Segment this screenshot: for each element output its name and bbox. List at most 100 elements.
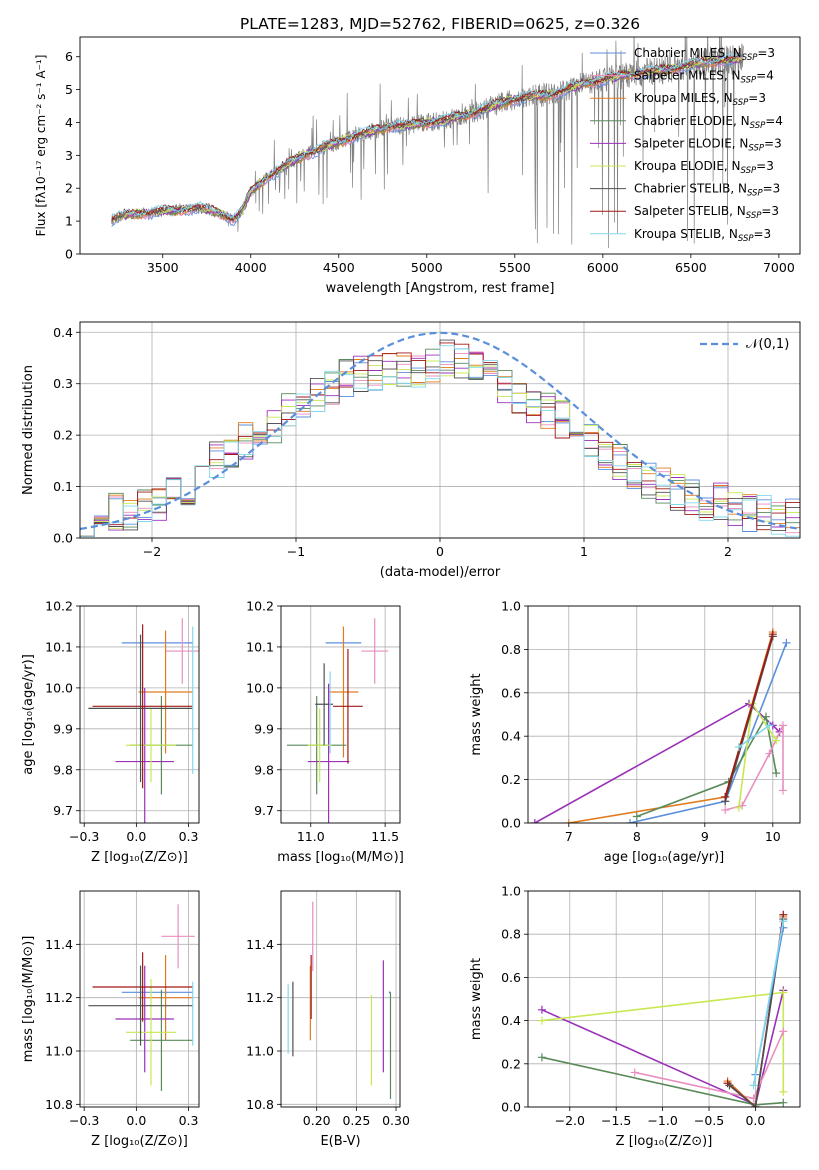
axes-spectrum: 3500 4000 4500 5000 5500 6000 6500 7000 0 1 2 3 4 5 6 w… [34,36,801,296]
x-axis-label: Z [log₁₀(Z/Z⊙)] [91,1134,188,1149]
axes-residuals: −2 −1 0 1 2 0.0 0.1 0.2 0.3 0.4 (data-model)/error… [21,321,801,580]
x-tick-label: 9 [701,829,709,844]
plot-area-weight-vs-Z [537,910,788,1107]
x-tick-label: 0.20 [303,1113,331,1128]
x-tick-label: 7000 [763,260,795,275]
legend-entry: Salpeter ELODIE, NSSP=3 [634,136,782,153]
y-tick-label: 0.4 [53,325,73,340]
y-tick-label: 9.8 [254,762,274,777]
y-tick-label: 4 [65,115,73,130]
x-tick-label: 6500 [675,260,707,275]
legend-entry: 𝒩(0,1) [746,337,789,352]
weight-line [738,724,770,748]
y-tick-label: 0.2 [501,1056,521,1071]
axes-frame [79,890,200,1108]
y-axis-label: Flux [fλ10⁻¹⁷ erg cm⁻² s⁻¹ A⁻¹] [34,55,48,237]
x-tick-label: 3500 [147,260,179,275]
x-tick-label: 2 [724,544,732,559]
axes-frame [79,36,801,255]
x-axis-label: E(B-V) [320,1134,360,1149]
x-tick-label: 11.5 [371,829,399,844]
y-tick-label: 0.3 [53,376,73,391]
plot-area-mass-vs-EBV [287,901,392,1099]
legend-entry: Chabrier STELIB, NSSP=3 [634,182,780,199]
x-tick-label: −0.3 [69,829,99,844]
histogram-step [80,345,800,537]
y-tick-label: 0.6 [501,685,521,700]
legend-entry: Kroupa STELIB, NSSP=3 [634,227,771,244]
y-axis-label: Normed distribution [21,365,36,495]
plus-marker [725,1081,734,1090]
weight-line [534,702,781,823]
x-tick-label: −2 [143,544,161,559]
plus-marker [751,1103,760,1107]
x-tick-label: 0.0 [745,1113,765,1128]
x-tick-label: −2.0 [555,1113,585,1128]
weight-line [752,921,785,1086]
axes-frame [527,890,801,1108]
y-tick-label: 0 [65,247,73,262]
x-tick-label: 4000 [235,260,267,275]
plot-area-spectrum [111,37,744,249]
x-tick-label: 7 [565,829,573,844]
x-tick-label: 8 [633,829,641,844]
y-axis-label: mass weight [469,958,484,1040]
plus-marker [779,1087,788,1096]
legend-entry: Salpeter STELIB, NSSP=3 [634,204,779,221]
y-tick-label: 0.8 [501,927,521,942]
x-tick-label: 5000 [411,260,443,275]
plus-marker [779,721,787,730]
model-line [111,52,744,219]
y-tick-label: 11.2 [246,990,274,1005]
plus-marker [765,749,774,758]
x-tick-label: 1 [580,544,588,559]
axes-mass-vs-EBV: 0.20 0.25 0.30 10.8 11.0 11.2 11.4 E(B-V) [246,890,410,1149]
y-tick-label: 11.4 [45,937,73,952]
x-tick-label: 0.0 [126,829,146,844]
plus-marker [630,1068,639,1077]
x-axis-label: mass [log₁₀(M/M⊙)] [277,850,404,865]
weight-line [636,714,777,818]
plus-marker [768,630,777,639]
y-tick-label: 10.0 [246,680,274,695]
plus-marker [772,769,781,778]
x-tick-label: 0 [436,544,444,559]
y-tick-label: 10.0 [45,680,73,695]
y-tick-label: 0.4 [501,1013,521,1028]
weight-line [568,631,774,823]
plot-area-weight-vs-age [530,628,791,823]
y-tick-label: 0.0 [501,1100,521,1115]
x-tick-label: 4500 [323,260,355,275]
axes-frame [79,321,801,539]
y-tick-label: 10.1 [45,639,73,654]
y-tick-label: 11.4 [246,937,274,952]
plus-marker [762,712,770,721]
axes-frame [280,890,401,1108]
plus-marker [564,819,573,823]
weight-line [724,633,774,798]
gaussian-curve [80,331,800,531]
y-tick-label: 9.8 [53,762,73,777]
y-tick-label: 0.8 [501,642,521,657]
x-tick-label: −1.0 [647,1113,677,1128]
x-axis-label: (data-model)/error [380,565,501,580]
x-tick-label: 0.25 [342,1113,370,1128]
weight-line [728,918,785,1107]
y-tick-label: 9.7 [53,803,73,818]
legend-entry: Kroupa MILES, NSSP=3 [634,91,766,108]
y-tick-label: 11.0 [45,1044,73,1059]
x-tick-label: 0.3 [179,1113,199,1128]
x-tick-label: −0.3 [69,1113,99,1128]
plot-area-age-vs-mass [286,618,389,823]
plus-marker [779,988,788,997]
y-tick-label: 10.8 [45,1097,73,1112]
y-tick-label: 2 [65,181,73,196]
plus-marker [626,819,634,823]
plot-area-residuals [80,331,800,537]
plus-marker [779,917,788,926]
x-tick-label: 10 [765,829,781,844]
y-tick-label: 0.2 [501,772,521,787]
x-tick-label: 5500 [499,260,531,275]
plus-marker [779,1027,788,1036]
